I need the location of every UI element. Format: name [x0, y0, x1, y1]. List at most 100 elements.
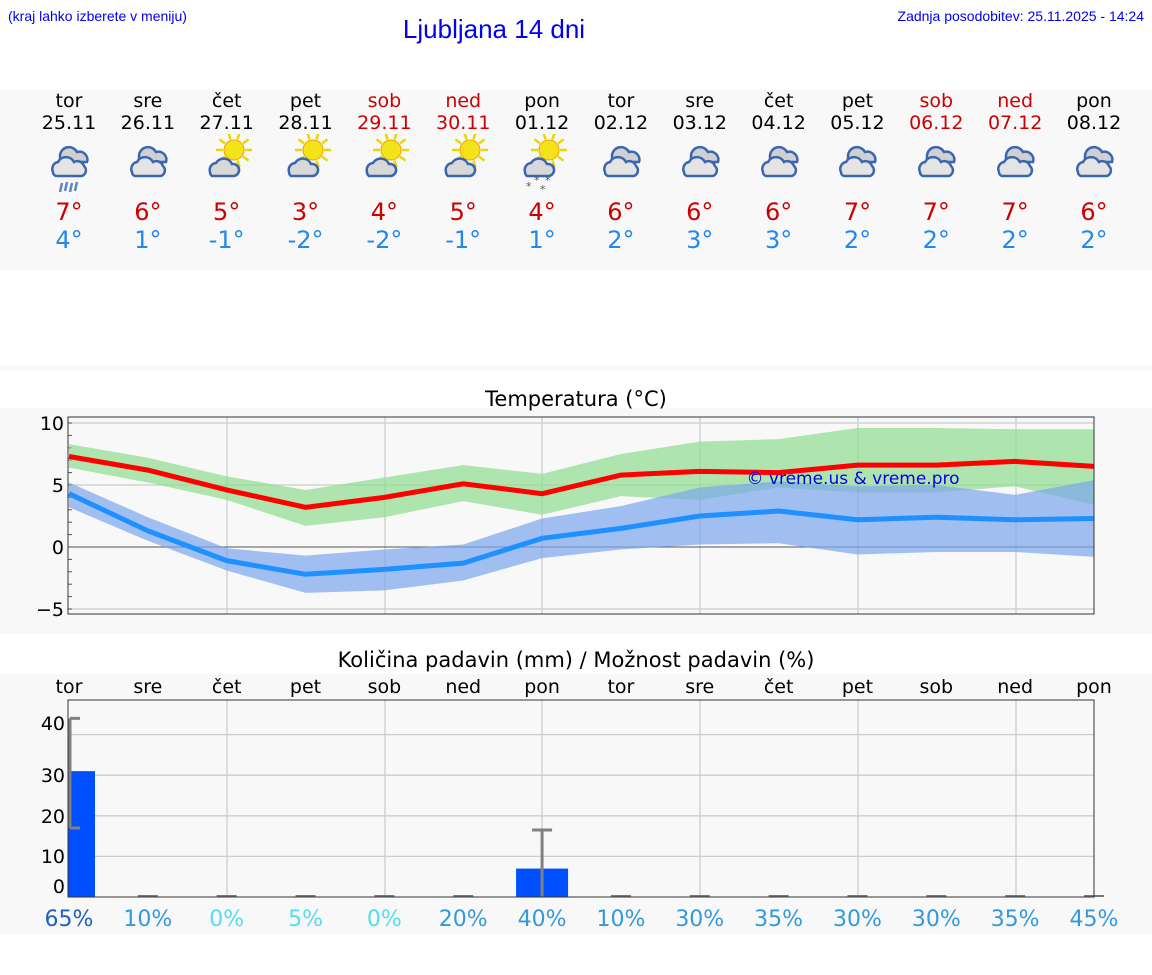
cloudy-icon: [661, 134, 739, 194]
min-temp: 2°: [922, 226, 950, 254]
day-column: sob 06.12 7° 2°: [897, 90, 975, 254]
y-tick-label: 20: [41, 806, 65, 828]
y-tick-label: 10: [40, 413, 64, 435]
day-date: 29.11: [357, 112, 412, 134]
day-column: tor 02.12 6° 2°: [582, 90, 660, 254]
precip-probability: 30%: [675, 907, 724, 932]
min-temp: -2°: [287, 226, 324, 254]
day-date: 02.12: [593, 112, 649, 134]
max-temp: 6°: [1080, 198, 1108, 226]
day-name: tor: [55, 90, 83, 112]
day-date: 04.12: [751, 112, 806, 134]
day-column: čet 27.11 5° -1°: [188, 90, 266, 254]
temperature-chart-title: Temperatura (°C): [485, 387, 667, 411]
day-column: pon 08.12 6° 2°: [1055, 90, 1133, 254]
cloud-rain-icon: [30, 134, 108, 194]
max-temp: 3°: [291, 198, 320, 226]
min-temp: 1°: [528, 226, 556, 254]
max-temp: 5°: [449, 198, 477, 226]
day-name: tor: [607, 90, 635, 112]
precip-probability: 30%: [912, 907, 961, 932]
day-date: 08.12: [1066, 112, 1122, 134]
divider: [0, 365, 1152, 371]
day-label: čet: [212, 676, 242, 698]
max-temp: 6°: [686, 198, 714, 226]
min-range-band: [69, 480, 1094, 593]
day-name: pon: [1076, 90, 1112, 112]
day-label: tor: [607, 676, 634, 698]
max-temp: 4°: [528, 198, 556, 226]
watermark: © vreme.us & vreme.pro: [746, 469, 959, 489]
daily-forecast-strip: tor 25.11 7° 4° sre 26.11 6° 1° čet 27.11 …: [0, 90, 1152, 270]
day-date: 06.12: [909, 112, 964, 134]
day-date: 30.11: [436, 112, 491, 134]
max-temp: 7°: [1001, 198, 1029, 226]
partly-sunny-snow-icon: * * * *: [503, 132, 581, 196]
svg-text:*: *: [534, 174, 540, 187]
min-temp: 3°: [764, 226, 793, 254]
day-label: ned: [997, 676, 1033, 698]
day-date: 07.12: [987, 112, 1043, 134]
max-temp: 6°: [764, 198, 793, 226]
day-name: pet: [841, 90, 874, 112]
day-column: pet 28.11 3° -2°: [267, 90, 345, 254]
precipitation-chart: 40 30 20 10 0 tor 65% sre 10% čet 0% pet 5% sob 0% ned 2…: [41, 676, 1119, 932]
partly-sunny-icon: [188, 132, 266, 194]
precip-probability: 5%: [288, 907, 323, 932]
precip-bar: [68, 771, 95, 897]
svg-text:*: *: [545, 174, 551, 187]
location-hint: (kraj lahko izberete v meniju): [8, 8, 187, 24]
day-label: tor: [56, 676, 83, 698]
partly-sunny-icon: [345, 132, 423, 194]
day-name: ned: [997, 90, 1034, 112]
day-name: čet: [211, 90, 242, 112]
day-column: pet 05.12 7° 2°: [818, 90, 896, 254]
cloudy-icon: [976, 134, 1054, 194]
max-temp: 6°: [134, 198, 162, 226]
day-label: sob: [920, 676, 954, 698]
day-name: ned: [445, 90, 482, 112]
precip-probability: 35%: [991, 907, 1040, 932]
precip-probability: 35%: [754, 907, 803, 932]
day-label: sob: [368, 676, 402, 698]
day-name: čet: [763, 90, 794, 112]
day-name: sre: [685, 90, 715, 112]
y-tick-label: −5: [36, 599, 64, 621]
min-temp: 2°: [1001, 226, 1029, 254]
cloudy-icon: [740, 134, 818, 194]
cloudy-icon: [109, 134, 187, 194]
min-temp: 2°: [843, 226, 872, 254]
day-name: pon: [524, 90, 560, 112]
max-temp: 5°: [213, 198, 241, 226]
max-temp: 7°: [922, 198, 950, 226]
precipitation-chart-title: Količina padavin (mm) / Možnost padavin …: [337, 648, 815, 672]
y-tick-label: 0: [52, 537, 64, 559]
plot-frame: [67, 699, 1095, 898]
day-date: 26.11: [120, 112, 176, 134]
min-temp: 2°: [1080, 226, 1108, 254]
y-tick-label: 30: [41, 765, 65, 787]
day-label: pet: [842, 676, 873, 698]
day-name: sre: [133, 90, 163, 112]
day-date: 25.11: [41, 112, 97, 134]
day-column: sob 29.11 4° -2°: [345, 90, 423, 254]
day-label: pon: [524, 676, 560, 698]
max-temp: 4°: [370, 198, 399, 226]
day-label: ned: [445, 676, 481, 698]
day-label: pon: [1076, 676, 1112, 698]
precip-probability: 0%: [367, 907, 402, 932]
day-name: sob: [367, 90, 402, 112]
day-label: sre: [685, 676, 714, 698]
last-updated: Zadnja posodobitev: 25.11.2025 - 14:24: [897, 8, 1144, 24]
max-temp: 7°: [843, 198, 872, 226]
partly-sunny-icon: [267, 132, 345, 194]
day-label: čet: [764, 676, 794, 698]
cloudy-icon: [582, 134, 660, 194]
day-label: pet: [290, 676, 321, 698]
y-tick-label: 5: [52, 475, 64, 497]
day-date: 28.11: [278, 112, 333, 134]
precip-probability: 65%: [45, 907, 94, 932]
min-temp-line: [67, 491, 1095, 577]
min-temp: 2°: [607, 226, 635, 254]
cloudy-icon: [818, 134, 896, 194]
